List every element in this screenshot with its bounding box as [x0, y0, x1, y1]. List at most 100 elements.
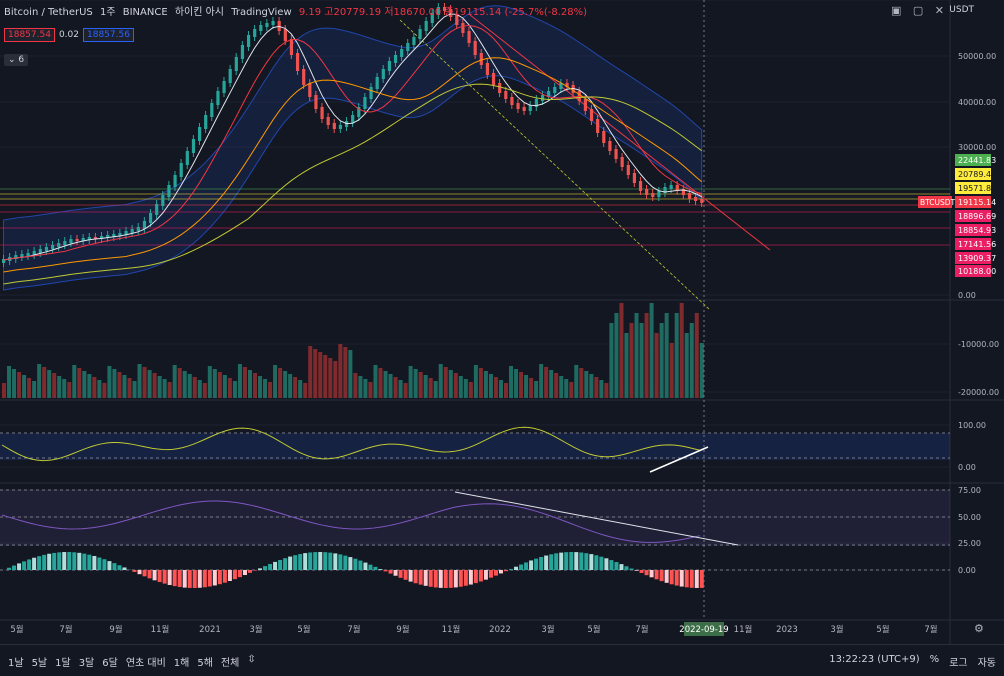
- time-tick: 2021: [199, 625, 221, 635]
- volume-bar: [348, 350, 352, 398]
- time-tick: 3월: [541, 624, 554, 635]
- currency-label[interactable]: USDT: [949, 5, 974, 15]
- volume-bar: [333, 361, 337, 398]
- macd-bar: [178, 570, 182, 587]
- macd-bar: [57, 552, 61, 570]
- close-icon[interactable]: ✕: [935, 4, 944, 17]
- macd-bar: [308, 552, 312, 570]
- macd-bar: [37, 556, 41, 570]
- clock[interactable]: 13:22:23 (UTC+9): [829, 654, 919, 669]
- range-button[interactable]: 5해: [197, 654, 213, 669]
- candle: [75, 239, 78, 241]
- gear-icon[interactable]: ⚙: [974, 622, 984, 635]
- volume-bar: [248, 370, 252, 398]
- macd-bar: [283, 558, 287, 570]
- macd-bar: [343, 556, 347, 570]
- candle: [290, 39, 293, 55]
- auto-toggle[interactable]: 자동: [978, 654, 996, 669]
- symbol-name[interactable]: Bitcoin / TetherUS: [4, 7, 93, 18]
- macd-bar: [333, 553, 337, 570]
- range-button[interactable]: 1해: [174, 654, 190, 669]
- macd-bar: [604, 558, 608, 570]
- volume-bar: [42, 367, 46, 398]
- volume-bar: [67, 382, 71, 398]
- macd-bar: [12, 566, 16, 570]
- range-button[interactable]: 1달: [55, 654, 71, 669]
- volume-bar: [554, 373, 558, 398]
- range-button[interactable]: 연초 대비: [126, 654, 166, 669]
- volume-bar: [464, 379, 468, 398]
- volume-bar: [233, 381, 237, 398]
- macd-bar: [143, 570, 147, 576]
- date-range-icon[interactable]: ⇳: [247, 654, 255, 669]
- macd-bar: [559, 553, 563, 570]
- log-toggle[interactable]: 로그: [949, 654, 967, 669]
- range-button[interactable]: 전체: [221, 654, 239, 669]
- indicator-toggle[interactable]: ⌄ 6: [4, 54, 28, 66]
- volume-bar: [238, 364, 242, 398]
- maximize-icon[interactable]: ▣: [891, 4, 901, 17]
- macd-bar: [509, 569, 513, 570]
- volume-bar: [228, 378, 232, 398]
- macd-bar: [138, 570, 142, 574]
- volume-bar: [358, 376, 362, 398]
- candle: [131, 229, 134, 233]
- candle: [241, 45, 244, 59]
- macd-bar: [594, 555, 598, 570]
- candle: [222, 81, 225, 93]
- volume-bar: [569, 382, 573, 398]
- macd-bar: [153, 570, 157, 580]
- chevron-down-icon: ⌄: [8, 55, 16, 65]
- volume-bar: [599, 380, 603, 398]
- macd-bar: [72, 552, 76, 570]
- macd-bar: [303, 553, 307, 570]
- candle: [149, 213, 152, 223]
- candle: [173, 175, 176, 187]
- candle: [651, 193, 654, 197]
- volume-bar: [298, 380, 302, 398]
- candle: [418, 29, 421, 39]
- range-button[interactable]: 1날: [8, 654, 24, 669]
- bid-button[interactable]: 18857.54: [4, 28, 55, 42]
- range-button[interactable]: 5날: [32, 654, 48, 669]
- candle: [320, 107, 323, 119]
- candle: [467, 31, 470, 43]
- volume-bar: [670, 343, 674, 398]
- volume-bar: [424, 375, 428, 398]
- volume-bar: [449, 370, 453, 398]
- macd-bar: [233, 570, 237, 579]
- macd-bar: [52, 553, 56, 570]
- volume-bar: [62, 379, 66, 398]
- candle: [541, 95, 544, 101]
- candle: [510, 97, 513, 105]
- macd-bar: [685, 570, 689, 587]
- time-tick: 7월: [635, 624, 648, 635]
- range-button[interactable]: 6달: [102, 654, 118, 669]
- macd-bar: [27, 559, 31, 570]
- interval[interactable]: 1주: [100, 7, 116, 18]
- candle: [639, 181, 642, 191]
- macd-bar: [474, 570, 478, 583]
- candle: [602, 131, 605, 143]
- volume-bar: [635, 313, 639, 398]
- settings-icon[interactable]: ▢: [913, 4, 923, 17]
- ask-button[interactable]: 18857.56: [83, 28, 134, 42]
- macd-bar: [529, 560, 533, 570]
- volume-bar: [338, 344, 342, 398]
- macd-bar: [479, 570, 483, 581]
- percent-toggle[interactable]: %: [930, 654, 940, 669]
- volume-bar: [308, 346, 312, 398]
- volume-bar: [504, 383, 508, 398]
- volume-bar: [253, 373, 257, 398]
- symbol-tag: BTCUSDT: [920, 198, 956, 207]
- volume-bar: [92, 377, 96, 398]
- macd-bar: [549, 554, 553, 570]
- macd-bar: [650, 570, 654, 577]
- volume-bar: [258, 376, 262, 398]
- range-button[interactable]: 3달: [79, 654, 95, 669]
- candle: [57, 243, 60, 247]
- price-tick: 30000.00: [958, 143, 996, 152]
- axis-tick: 0.00: [958, 463, 976, 472]
- ohlc-values: 9.19 고20779.19 저18670.00 종19115.14 (-25.…: [299, 7, 587, 18]
